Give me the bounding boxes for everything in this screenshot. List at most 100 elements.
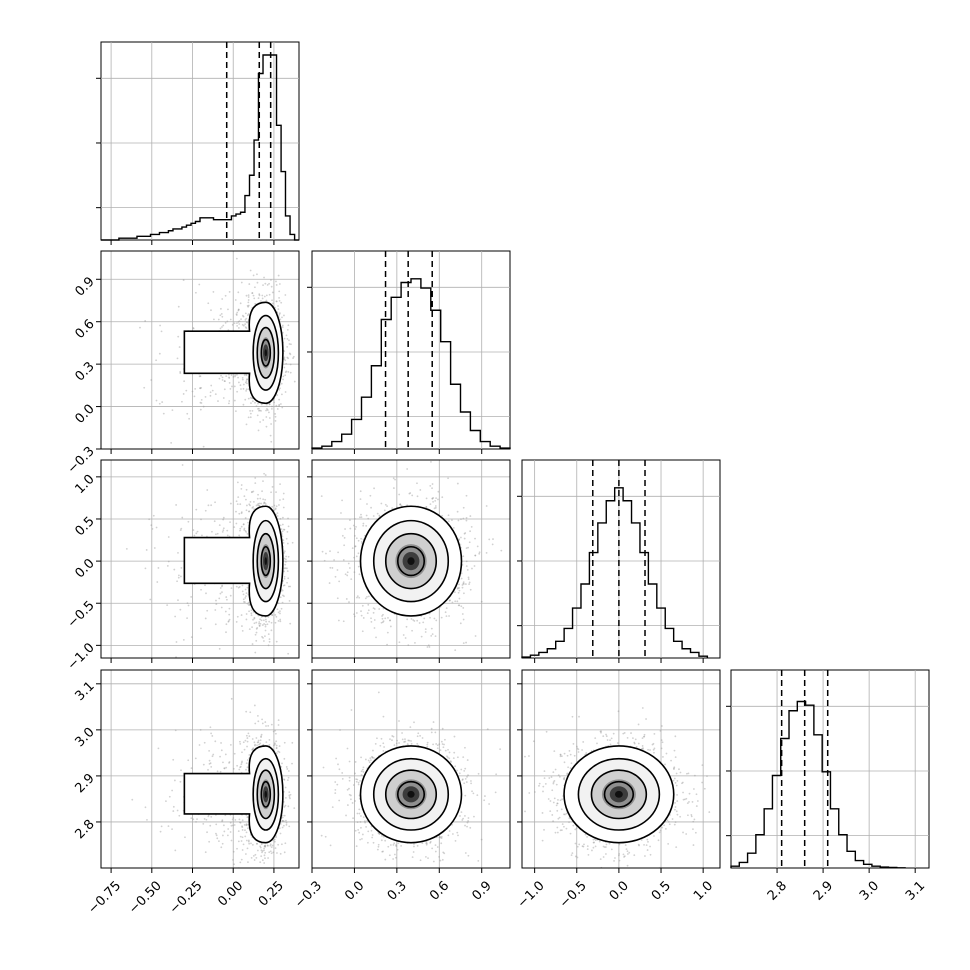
scatter-point	[447, 514, 450, 517]
scatter-point	[202, 405, 205, 408]
scatter-point	[181, 516, 184, 519]
scatter-point	[391, 507, 394, 510]
scatter-point	[222, 529, 225, 532]
scatter-point	[268, 738, 271, 741]
scatter-point	[223, 380, 226, 382]
contour-line	[183, 505, 284, 617]
scatter-point	[208, 840, 211, 843]
scatter-point	[273, 504, 276, 507]
scatter-point	[179, 370, 182, 373]
scatter-point	[237, 321, 240, 323]
scatter-point	[337, 619, 340, 622]
scatter-point	[357, 552, 360, 555]
scatter-point	[195, 508, 198, 511]
scatter-point	[225, 623, 228, 626]
scatter-point	[389, 619, 391, 622]
scatter-point	[459, 622, 462, 625]
scatter-point	[257, 407, 259, 410]
scatter-point	[187, 520, 190, 523]
scatter-point	[265, 403, 268, 406]
scatter-point	[329, 550, 331, 553]
scatter-point	[365, 524, 368, 527]
scatter-point	[357, 539, 360, 542]
scatter-point	[457, 604, 460, 607]
scatter-point	[461, 584, 464, 586]
scatter-point	[263, 622, 266, 625]
scatter-point	[221, 585, 223, 588]
hist-panel-1	[307, 250, 511, 454]
scatter-point	[445, 615, 448, 618]
scatter-point	[286, 345, 289, 348]
scatter-point	[372, 611, 375, 614]
scatter-point	[218, 377, 221, 380]
scatter-point	[245, 321, 248, 324]
scatter-point	[287, 652, 290, 655]
scatter-point	[344, 573, 347, 576]
scatter-point	[275, 300, 278, 303]
scatter-point	[429, 503, 432, 506]
scatter-point	[186, 617, 188, 620]
scatter-point	[281, 762, 283, 765]
scatter-point	[221, 298, 224, 300]
scatter-point	[413, 620, 416, 622]
scatter-point	[274, 508, 277, 511]
scatter-point	[286, 530, 289, 533]
scatter-point	[373, 608, 376, 610]
scatter-point	[212, 318, 215, 321]
scatter-point	[220, 742, 222, 744]
scatter-point	[194, 757, 197, 760]
scatter-point	[331, 567, 334, 569]
scatter-point	[437, 490, 440, 493]
scatter-point	[248, 510, 251, 513]
scatter-point	[155, 526, 158, 529]
contour-line	[260, 338, 272, 367]
scatter-point	[465, 519, 468, 522]
density-fill	[264, 557, 268, 566]
scatter-point	[400, 504, 403, 507]
scatter-point	[367, 609, 370, 612]
scatter-point	[263, 501, 266, 504]
scatter-point	[399, 503, 402, 506]
scatter-point	[416, 482, 418, 485]
scatter-point	[279, 596, 282, 599]
scatter-point	[246, 504, 248, 507]
scatter-point	[382, 613, 384, 616]
scatter-point	[224, 610, 227, 613]
scatter-point	[280, 301, 283, 304]
scatter-point	[233, 526, 236, 529]
scatter-point	[247, 601, 250, 604]
scatter-point	[148, 518, 151, 521]
scatter-point	[180, 527, 183, 530]
scatter-point	[343, 536, 346, 539]
scatter-point	[243, 601, 246, 603]
scatter-point	[252, 490, 255, 493]
joint-frame-0-1	[100, 250, 300, 450]
scatter-point	[460, 518, 462, 521]
scatter-point	[245, 317, 248, 320]
scatter-point	[485, 551, 488, 554]
scatter-point	[287, 585, 290, 588]
scatter-point	[182, 638, 185, 641]
scatter-point	[465, 641, 467, 644]
contour-line	[260, 545, 272, 577]
scatter-point	[435, 497, 437, 500]
scatter-point	[268, 403, 271, 406]
scatter-point	[408, 492, 411, 495]
scatter-point	[283, 350, 286, 352]
scatter-point	[236, 322, 238, 324]
scatter-point	[258, 409, 261, 412]
scatter-point	[287, 357, 290, 360]
scatter-point	[355, 555, 358, 558]
scatter-point	[260, 502, 263, 505]
scatter-point	[283, 805, 286, 808]
scatter-point	[177, 574, 180, 577]
scatter-point	[237, 308, 240, 311]
scatter-point	[156, 581, 159, 583]
scatter-point	[471, 567, 473, 570]
scatter-point	[236, 390, 239, 393]
scatter-point	[226, 320, 229, 323]
scatter-point	[262, 284, 264, 286]
scatter-point	[261, 635, 263, 638]
scatter-point	[254, 401, 256, 404]
scatter-point	[349, 519, 351, 521]
